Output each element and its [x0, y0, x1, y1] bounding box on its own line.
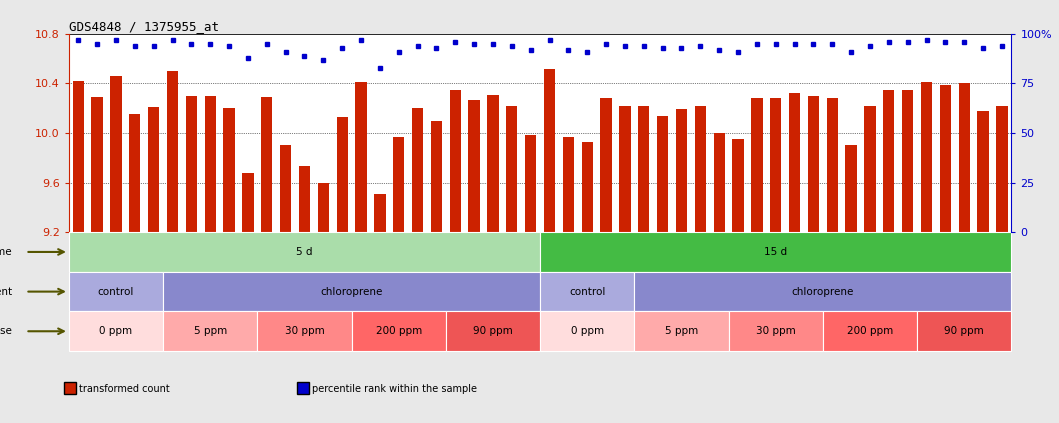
Bar — [318, 183, 329, 232]
Bar — [883, 90, 895, 232]
Bar — [487, 95, 499, 232]
Bar — [770, 98, 782, 232]
Bar — [110, 76, 122, 232]
Bar — [204, 96, 216, 232]
Bar — [129, 114, 141, 232]
Bar — [525, 135, 536, 232]
Bar — [163, 272, 540, 311]
Bar — [714, 133, 724, 232]
Text: 30 ppm: 30 ppm — [756, 326, 795, 336]
Text: 90 ppm: 90 ppm — [473, 326, 513, 336]
Bar — [958, 83, 970, 232]
Bar — [620, 106, 630, 232]
Bar — [185, 96, 197, 232]
Bar — [581, 142, 593, 232]
Bar — [412, 108, 424, 232]
Bar — [540, 272, 634, 311]
Bar — [808, 96, 819, 232]
Bar — [468, 99, 480, 232]
Bar — [845, 146, 857, 232]
Bar — [544, 69, 555, 232]
Bar — [695, 106, 706, 232]
Bar — [864, 106, 876, 232]
Bar — [337, 117, 347, 232]
Text: agent: agent — [0, 287, 13, 297]
Bar — [69, 232, 540, 272]
Text: 200 ppm: 200 ppm — [847, 326, 893, 336]
Bar — [917, 311, 1011, 351]
Bar — [148, 107, 159, 232]
Bar — [446, 311, 540, 351]
Bar — [243, 173, 253, 232]
Text: 0 ppm: 0 ppm — [100, 326, 132, 336]
Text: 5 ppm: 5 ppm — [194, 326, 227, 336]
Bar — [600, 98, 612, 232]
Text: control: control — [569, 287, 606, 297]
Bar — [69, 272, 163, 311]
Bar — [921, 82, 932, 232]
Bar — [634, 311, 729, 351]
Bar — [280, 146, 291, 232]
Bar — [939, 85, 951, 232]
Bar — [823, 311, 917, 351]
Text: 15 d: 15 d — [765, 247, 787, 257]
Bar — [73, 81, 84, 232]
Bar — [163, 311, 257, 351]
Bar — [91, 97, 103, 232]
Bar — [506, 106, 518, 232]
Bar — [540, 311, 634, 351]
Bar — [352, 311, 446, 351]
Bar — [639, 106, 649, 232]
Bar — [69, 311, 163, 351]
Text: 5 ppm: 5 ppm — [665, 326, 698, 336]
Bar — [356, 82, 366, 232]
Text: time: time — [0, 247, 13, 257]
Text: 0 ppm: 0 ppm — [571, 326, 604, 336]
Bar — [751, 98, 762, 232]
Text: chloroprene: chloroprene — [321, 287, 382, 297]
Text: chloroprene: chloroprene — [792, 287, 854, 297]
Bar — [257, 311, 352, 351]
Bar — [562, 137, 574, 232]
Bar — [676, 110, 687, 232]
Bar — [977, 111, 989, 232]
Bar — [393, 137, 405, 232]
Bar — [729, 311, 823, 351]
Bar — [431, 121, 442, 232]
Text: 90 ppm: 90 ppm — [945, 326, 984, 336]
Bar — [634, 272, 1011, 311]
Text: transformed count: transformed count — [79, 384, 170, 394]
Text: 30 ppm: 30 ppm — [285, 326, 324, 336]
Bar — [299, 166, 310, 232]
Bar — [167, 71, 178, 232]
Text: 200 ppm: 200 ppm — [376, 326, 421, 336]
Bar — [540, 232, 1011, 272]
Text: dose: dose — [0, 326, 13, 336]
Bar — [657, 115, 668, 232]
Bar — [374, 194, 385, 232]
Bar — [789, 93, 801, 232]
Bar — [827, 98, 838, 232]
Text: percentile rank within the sample: percentile rank within the sample — [312, 384, 478, 394]
Bar — [223, 108, 235, 232]
Text: control: control — [97, 287, 134, 297]
Bar — [262, 97, 272, 232]
Bar — [450, 90, 461, 232]
Bar — [733, 139, 743, 232]
Bar — [902, 90, 913, 232]
Text: 5 d: 5 d — [297, 247, 312, 257]
Bar — [997, 106, 1007, 232]
Text: GDS4848 / 1375955_at: GDS4848 / 1375955_at — [69, 20, 219, 33]
